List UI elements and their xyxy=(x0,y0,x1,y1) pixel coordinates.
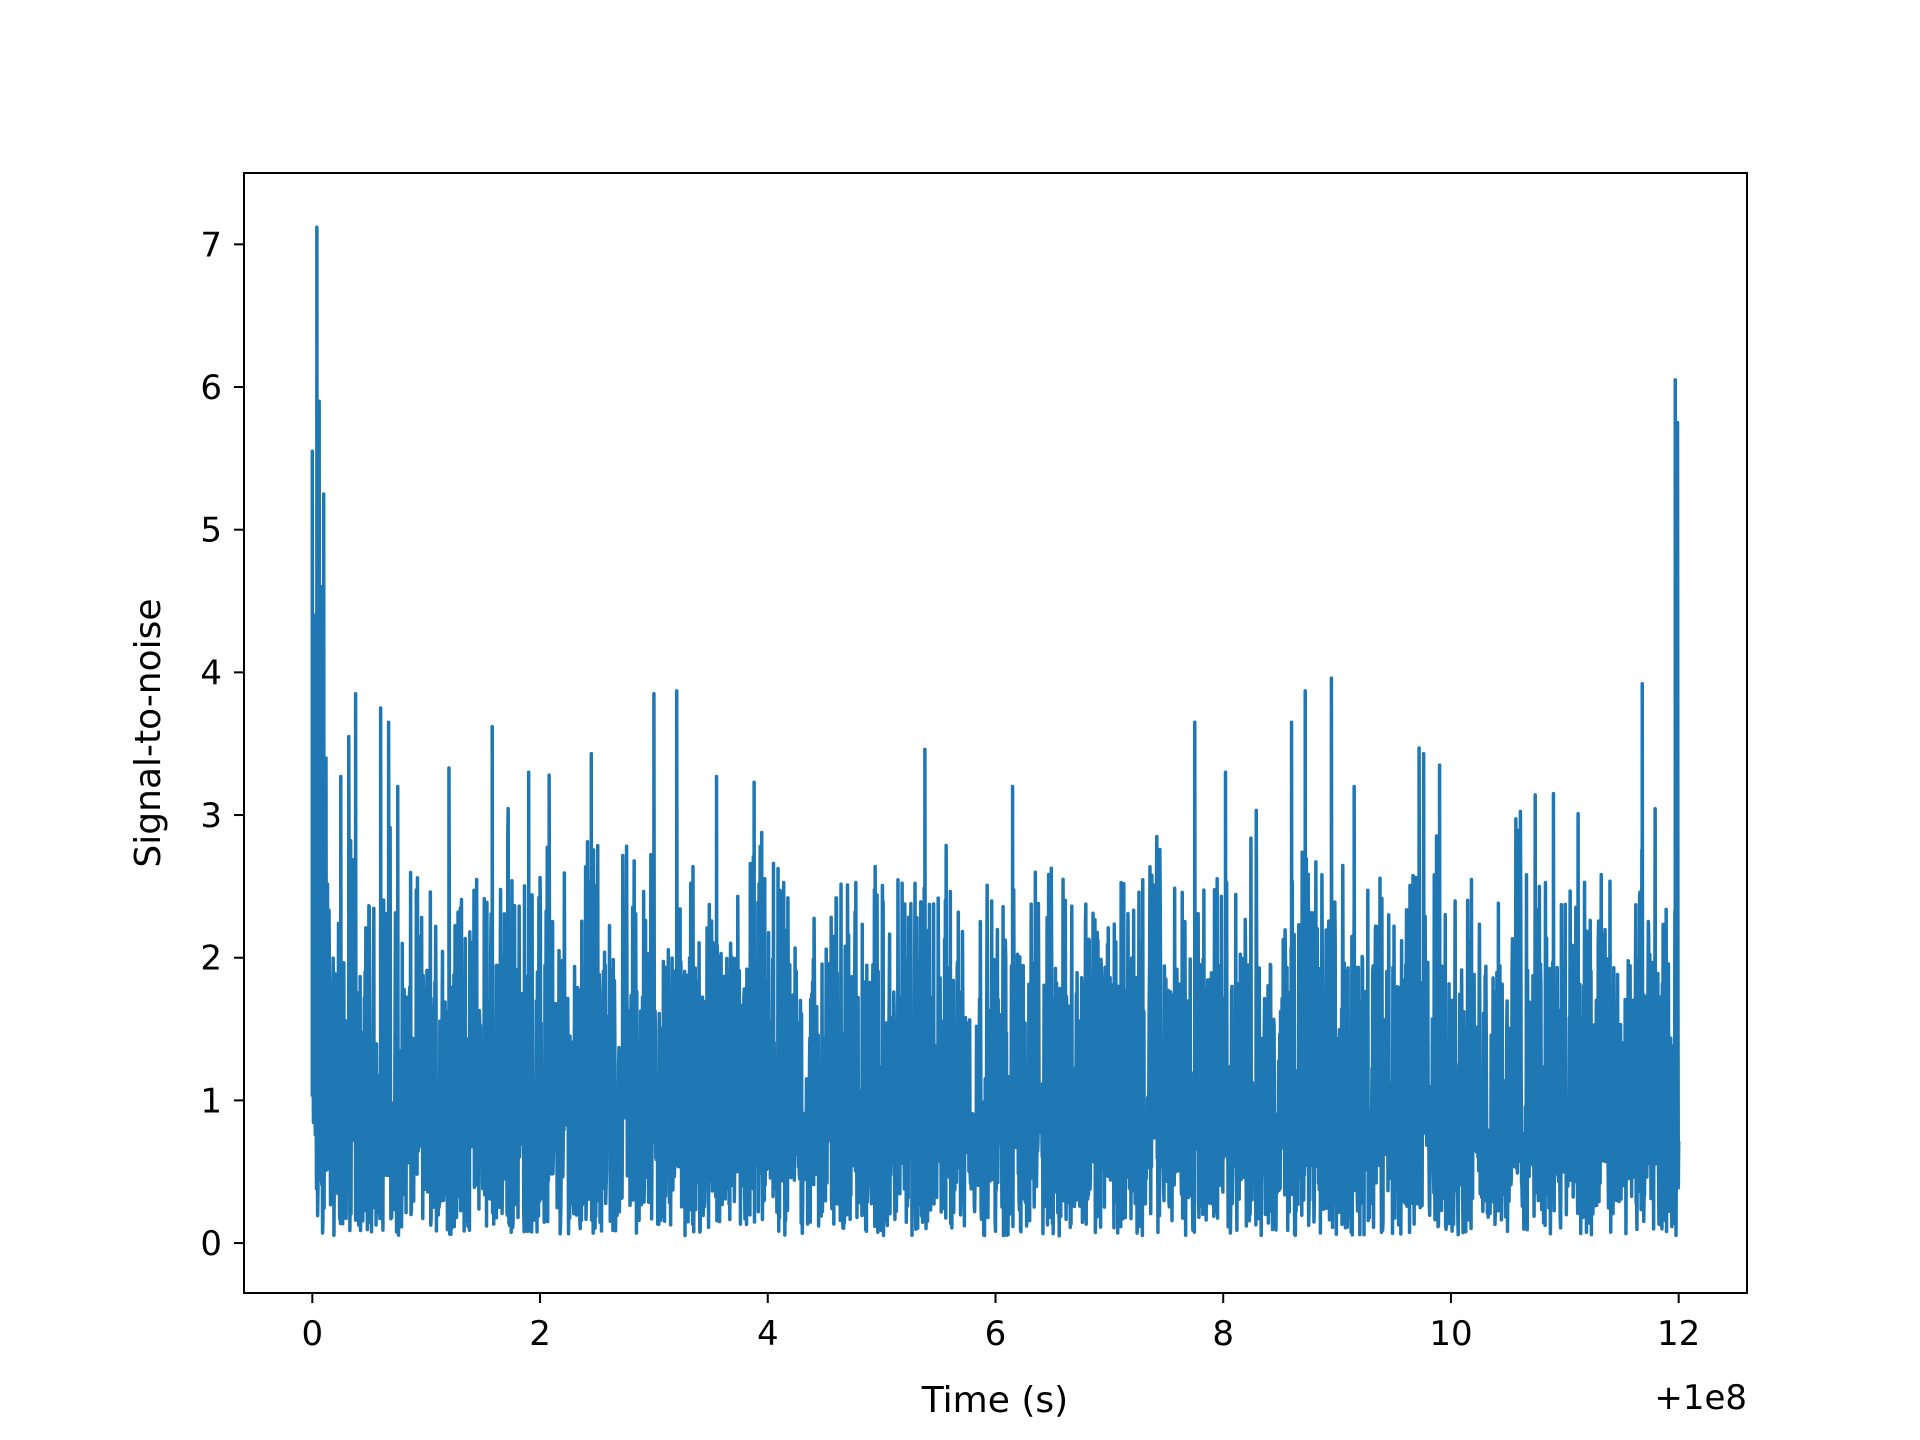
y-tick-label: 6 xyxy=(200,368,222,408)
x-tick-label: 4 xyxy=(757,1314,779,1354)
series-line xyxy=(310,225,1681,1238)
x-tick-label: 2 xyxy=(529,1314,551,1354)
y-tick-label: 7 xyxy=(200,225,222,265)
y-axis: 0 1 2 3 4 5 6 7 xyxy=(200,225,244,1264)
y-axis-label: Signal-to-noise xyxy=(128,598,169,867)
y-tick-label: 5 xyxy=(200,511,222,551)
y-tick-label: 0 xyxy=(200,1224,222,1264)
series-layer xyxy=(310,225,1681,1238)
x-tick-label: 0 xyxy=(301,1314,323,1354)
y-tick-label: 1 xyxy=(200,1081,222,1121)
x-tick-label: 8 xyxy=(1212,1314,1234,1354)
x-offset-label: +1e8 xyxy=(1654,1378,1747,1418)
x-tick-label: 10 xyxy=(1429,1314,1472,1354)
y-tick-label: 4 xyxy=(200,653,222,693)
y-tick-label: 2 xyxy=(200,939,222,979)
x-axis: 0 2 4 6 8 10 12 xyxy=(301,1293,1700,1354)
y-tick-label: 3 xyxy=(200,796,222,836)
x-axis-label: Time (s) xyxy=(921,1380,1068,1421)
x-tick-label: 12 xyxy=(1657,1314,1700,1354)
x-tick-label: 6 xyxy=(985,1314,1007,1354)
